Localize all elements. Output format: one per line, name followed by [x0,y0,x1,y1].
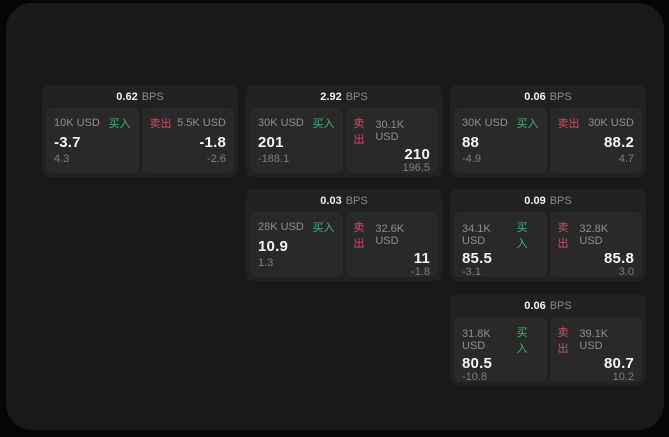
quote-card: 0.06 BPS 31.8K USD 买入 80.5 -10.8 卖出 39.1… [450,294,646,386]
sell-panel[interactable]: 卖出 30K USD 88.2 4.7 [549,108,642,173]
sell-side-label: 卖出 [557,327,569,355]
buy-sub-value: -188.1 [258,153,290,165]
buy-sub-value: -10.8 [462,371,488,383]
bps-header: 0.62 BPS [42,85,238,108]
sell-sub-value: 196.5 [402,162,430,174]
bps-header: 0.03 BPS [246,189,442,212]
buy-sub-value: 4.3 [54,153,70,165]
buy-side-label: 买入 [312,222,335,234]
buy-size: 10K USD [54,117,100,129]
buy-size: 30K USD [462,117,508,129]
buy-price: 85.5 [462,250,492,267]
bps-value: 0.09 [524,194,546,207]
buy-price: 80.5 [462,355,492,372]
sell-size: 39.1K USD [579,328,609,352]
buy-panel[interactable]: 30K USD 买入 88 -4.9 [454,108,547,173]
buy-price: -3.7 [54,133,81,151]
quote-panels: 30K USD 买入 88 -4.9 卖出 30K USD 88.2 4.7 [450,108,646,173]
buy-panel[interactable]: 34.1K USD 买入 85.5 -3.1 [454,212,547,278]
buy-price: 10.9 [258,237,288,255]
bps-header: 2.92 BPS [246,85,442,108]
sell-price: 210 [404,146,430,163]
buy-side-label: 买入 [312,118,335,130]
buy-size: 31.8K USD [462,328,491,352]
buy-panel[interactable]: 30K USD 买入 201 -188.1 [250,108,343,173]
buy-size: 28K USD [258,221,304,233]
bps-header: 0.06 BPS [450,294,646,317]
sell-sub-value: 10.2 [612,371,634,383]
sell-size: 32.6K USD [375,223,405,247]
sell-panel[interactable]: 卖出 5.5K USD -1.8 -2.6 [141,108,234,173]
sell-size: 30.1K USD [375,119,405,143]
sell-side-label: 卖出 [557,118,580,130]
sell-price: 80.7 [604,355,634,372]
bps-value: 0.06 [524,299,546,312]
sell-panel[interactable]: 卖出 39.1K USD 80.7 10.2 [549,317,642,383]
quote-panels: 34.1K USD 买入 85.5 -3.1 卖出 32.8K USD 85.8… [450,212,646,278]
quote-card: 0.09 BPS 34.1K USD 买入 85.5 -3.1 卖出 32.8K… [450,189,646,281]
sell-sub-value: -1.8 [411,266,430,278]
sell-sub-value: 3.0 [618,266,634,278]
sell-price: 88.2 [604,133,634,151]
buy-panel[interactable]: 28K USD 买入 10.9 1.3 [250,212,343,277]
buy-side-label: 买入 [108,118,131,130]
quote-panels: 30K USD 买入 201 -188.1 卖出 30.1K USD 210 1… [246,108,442,174]
buy-size: 34.1K USD [462,223,491,247]
quote-card: 0.62 BPS 10K USD 买入 -3.7 4.3 卖出 5.5K USD… [42,85,238,177]
buy-size: 30K USD [258,117,304,129]
buy-sub-value: -4.9 [462,153,481,165]
bps-header: 0.06 BPS [450,85,646,108]
quote-panels: 10K USD 买入 -3.7 4.3 卖出 5.5K USD -1.8 -2.… [42,108,238,173]
buy-price: 201 [258,133,284,151]
sell-price: -1.8 [199,133,226,151]
bps-header: 0.09 BPS [450,189,646,212]
sell-panel[interactable]: 卖出 32.6K USD 11 -1.8 [345,212,438,278]
bps-unit: BPS [141,90,164,103]
sell-price: 11 [413,250,430,267]
bps-unit: BPS [549,194,572,207]
sell-panel[interactable]: 卖出 32.8K USD 85.8 3.0 [549,212,642,278]
sell-side-label: 卖出 [149,118,172,130]
buy-sub-value: -3.1 [462,266,481,278]
buy-side-label: 买入 [516,327,528,355]
sell-size: 5.5K USD [177,117,226,129]
sell-side-label: 卖出 [557,222,569,250]
buy-panel[interactable]: 10K USD 买入 -3.7 4.3 [46,108,139,173]
buy-side-label: 买入 [516,118,539,130]
bps-value: 2.92 [320,90,342,103]
quote-card: 0.03 BPS 28K USD 买入 10.9 1.3 卖出 32.6K US… [246,189,442,281]
sell-sub-value: 4.7 [618,153,634,165]
bps-value: 0.03 [320,194,342,207]
buy-panel[interactable]: 31.8K USD 买入 80.5 -10.8 [454,317,547,383]
bps-value: 0.62 [116,90,138,103]
app-frame: 0.62 BPS 10K USD 买入 -3.7 4.3 卖出 5.5K USD… [6,3,664,430]
sell-price: 85.8 [604,250,634,267]
sell-side-label: 卖出 [353,222,365,250]
quote-panels: 28K USD 买入 10.9 1.3 卖出 32.6K USD 11 -1.8 [246,212,442,278]
quote-card: 0.06 BPS 30K USD 买入 88 -4.9 卖出 30K USD 8… [450,85,646,177]
buy-sub-value: 1.3 [258,257,274,269]
sell-size: 32.8K USD [579,223,609,247]
sell-side-label: 卖出 [353,118,365,146]
bps-unit: BPS [549,299,572,312]
buy-price: 88 [462,133,480,151]
sell-panel[interactable]: 卖出 30.1K USD 210 196.5 [345,108,438,174]
buy-side-label: 买入 [516,222,528,250]
bps-unit: BPS [549,90,572,103]
quote-card: 2.92 BPS 30K USD 买入 201 -188.1 卖出 30.1K … [246,85,442,177]
bps-unit: BPS [345,90,368,103]
sell-sub-value: -2.6 [207,153,226,165]
quote-panels: 31.8K USD 买入 80.5 -10.8 卖出 39.1K USD 80.… [450,317,646,383]
bps-unit: BPS [345,194,368,207]
bps-value: 0.06 [524,90,546,103]
sell-size: 30K USD [588,117,634,129]
